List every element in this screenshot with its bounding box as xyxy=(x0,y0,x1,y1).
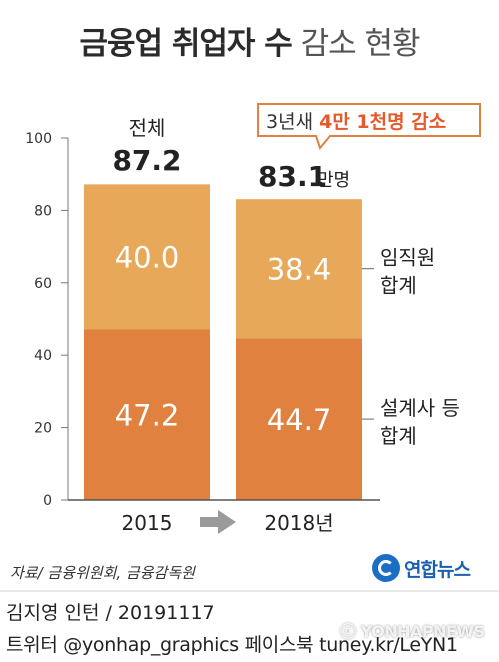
data-label: 38.4 xyxy=(267,253,332,287)
bar-segment xyxy=(84,329,210,500)
legend-label: 합계 xyxy=(380,274,417,298)
data-label: 44.7 xyxy=(267,403,332,437)
data-label: 47.2 xyxy=(115,399,180,433)
bar-segment xyxy=(84,184,210,330)
divider xyxy=(0,590,499,592)
bar-segment xyxy=(236,199,362,339)
annotation-text: 3년새 4만 1천명 감소 xyxy=(266,111,446,133)
x-tick-label: 2018년 xyxy=(264,511,333,535)
total-value: 83.1 xyxy=(258,160,327,193)
arrow-icon xyxy=(218,510,236,534)
social-line: 트위터 @yonhap_graphics 페이스북 tuney.kr/LeYN1 xyxy=(6,634,458,656)
y-tick-label: 0 xyxy=(43,493,52,509)
annotation-prefix: 3년새 xyxy=(266,111,319,133)
y-tick-label: 20 xyxy=(34,421,52,437)
total-unit: 만명 xyxy=(317,170,350,191)
y-tick-label: 60 xyxy=(34,276,52,292)
y-tick-label: 80 xyxy=(34,203,52,219)
annotation-callout xyxy=(257,103,481,151)
bar-segment xyxy=(236,338,362,500)
legend-label: 설계사 등 xyxy=(380,396,460,420)
legend-label: 임직원 xyxy=(380,246,435,270)
arrow-shaft xyxy=(200,517,220,527)
title-bold: 금융업 취업자 수 xyxy=(79,26,292,62)
logo-text: 연합뉴스 xyxy=(404,558,471,581)
watermark: ⓒ YONHAPNEWS xyxy=(340,622,485,641)
yonhap-logo: 연합뉴스 xyxy=(372,552,492,584)
y-tick-label: 40 xyxy=(34,348,52,364)
total-label: 전체 xyxy=(129,116,166,140)
source-note: 자료/ 금융위원회, 금융감독원 xyxy=(10,564,195,582)
total-value: 87.2 xyxy=(112,144,181,177)
credit-line: 김지영 인턴 / 20191117 xyxy=(6,602,215,624)
page-title: 금융업 취업자 수 감소 현황 xyxy=(0,18,499,63)
annotation-highlight: 4만 1천명 감소 xyxy=(319,111,446,133)
x-tick-label: 2015 xyxy=(122,511,173,535)
title-light: 감소 현황 xyxy=(300,26,421,62)
data-label: 40.0 xyxy=(115,241,180,275)
yonhap-logo-icon xyxy=(372,554,400,582)
y-tick-label: 100 xyxy=(25,131,52,147)
legend-label: 합계 xyxy=(380,424,417,448)
